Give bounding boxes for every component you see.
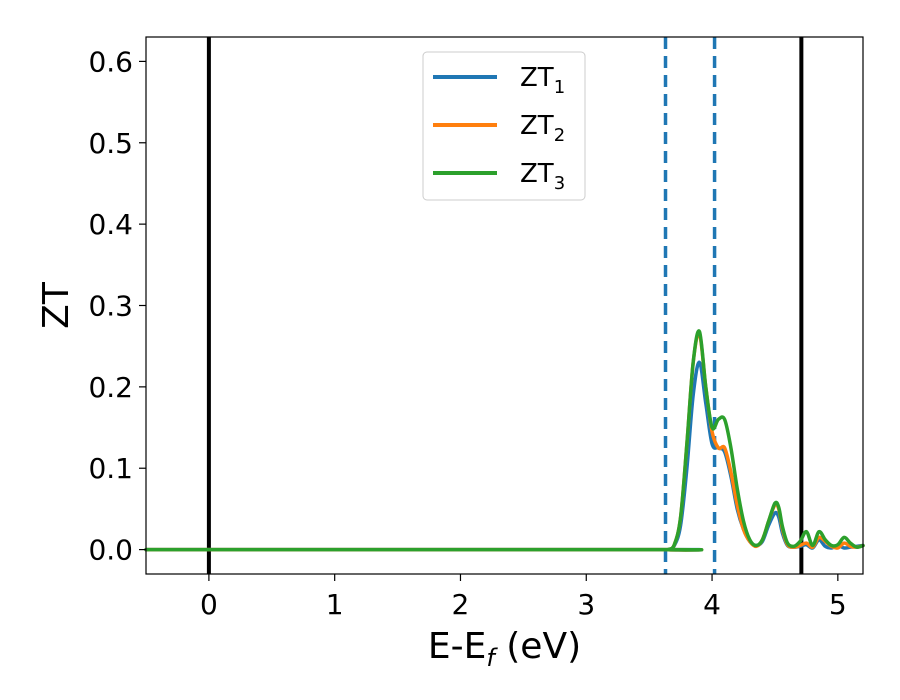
x-tick-label: 2 [452, 588, 470, 621]
x-tick-label: 5 [829, 588, 847, 621]
y-ticks: 0.0 0.1 0.2 0.3 0.4 0.5 0.6 [88, 45, 146, 567]
x-tick-label: 3 [577, 588, 595, 621]
y-tick-label: 0.0 [88, 534, 133, 567]
y-tick-label: 0.5 [88, 127, 133, 160]
y-tick-label: 0.3 [88, 290, 133, 323]
legend-label-zt2: ZT2 [520, 111, 565, 146]
y-axis-label: ZT [36, 281, 77, 329]
x-tick-label: 1 [326, 588, 344, 621]
legend-label-zt1: ZT1 [520, 63, 565, 98]
y-tick-label: 0.1 [88, 452, 133, 485]
x-axis-label-unit: (eV) [495, 626, 581, 667]
legend-label-zt3: ZT3 [520, 159, 565, 194]
x-axis-label: E-Ef (eV) [428, 626, 581, 672]
x-tick-label: 0 [200, 588, 218, 621]
series-layer [144, 329, 865, 552]
series-line-zt2 [144, 331, 865, 552]
legend-box [422, 51, 586, 201]
y-tick-label: 0.2 [88, 371, 133, 404]
x-tick-label: 4 [703, 588, 721, 621]
y-tick-label: 0.6 [88, 45, 133, 78]
x-ticks: 0 1 2 3 4 5 [200, 574, 847, 621]
series-line-zt1 [144, 360, 865, 552]
y-tick-label: 0.4 [88, 208, 133, 241]
series-line-zt3 [144, 329, 865, 552]
x-axis-label-main: E-E [428, 626, 486, 667]
legend: ZT1 ZT2 ZT3 [422, 51, 586, 201]
vlines-layer [206, 37, 804, 574]
